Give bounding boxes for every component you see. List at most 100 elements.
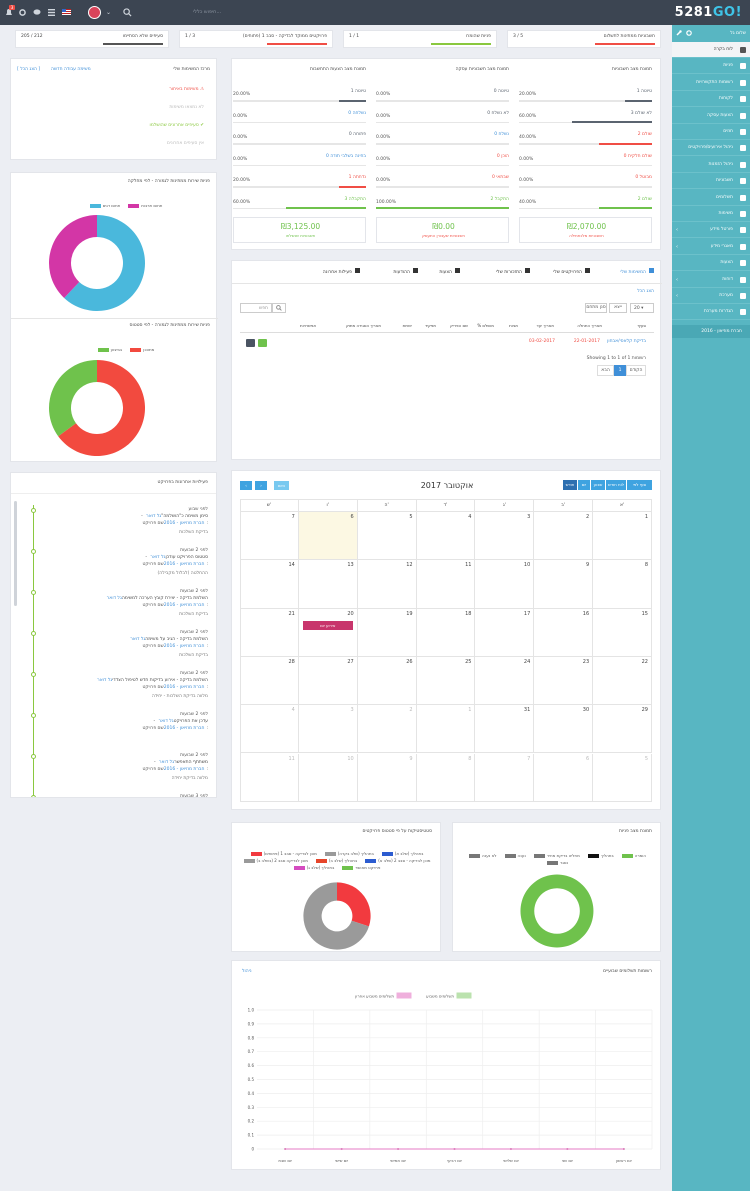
calendar-day[interactable]: 22 xyxy=(593,656,652,706)
data-point[interactable] xyxy=(509,1148,512,1150)
filter-button[interactable]: סנן מתחם xyxy=(585,303,607,313)
task-row[interactable]: לא נמצאו משימות xyxy=(169,105,204,110)
donut-slice[interactable] xyxy=(48,360,97,437)
pagination-prev[interactable]: הקודם xyxy=(626,365,646,376)
chat-icon[interactable] xyxy=(33,9,41,16)
status-label[interactable]: 0 בחינה בשלבי תודה xyxy=(326,153,366,159)
sidebar-item[interactable]: משימות xyxy=(672,206,750,222)
kpi-card[interactable]: פניות שהומרו 1 / 1 xyxy=(343,30,497,48)
calendar-day[interactable]: 26 xyxy=(357,656,417,706)
calendar-day[interactable]: 7 xyxy=(475,753,535,802)
sidebar-item[interactable]: תשלומים xyxy=(672,190,750,206)
calendar-day[interactable]: 5 xyxy=(357,512,417,561)
status-label[interactable]: 2 שולם xyxy=(637,196,652,202)
search-input[interactable]: חיפוש כללי... xyxy=(193,9,222,15)
status-label[interactable]: 0 מבוטל xyxy=(635,175,652,180)
status-label[interactable]: 1 טיוטה xyxy=(350,89,366,94)
activity-project-link[interactable]: חברת מוזיאון - 2016 xyxy=(163,562,205,567)
status-label[interactable]: 0 טיוטה xyxy=(493,89,509,94)
donut-slice[interactable] xyxy=(48,215,97,298)
donut-slice[interactable] xyxy=(303,882,369,950)
table-header-cell[interactable]: תגיות xyxy=(509,323,518,328)
kpi-card[interactable]: סעיפים שלא הסתיימו 205 / 212 xyxy=(15,30,169,48)
task-row[interactable]: משימות באיחור ⚠ xyxy=(169,87,204,92)
calendar-day[interactable]: 28 xyxy=(240,656,299,706)
search-icon[interactable] xyxy=(272,303,286,313)
activity-project-link[interactable]: חברת מוזיאון - 2016 xyxy=(163,603,205,608)
task-row[interactable]: אין סעיפים אחרונים xyxy=(167,141,204,146)
pagination-page[interactable]: 1 xyxy=(614,365,626,376)
donut-slice[interactable] xyxy=(58,360,145,456)
calendar-prev-button[interactable]: ‹ xyxy=(240,481,252,490)
status-label[interactable]: 0 שולם חלקית xyxy=(623,153,652,159)
calendar-day[interactable]: 4 xyxy=(416,512,476,561)
calendar-event[interactable]: אירוע יום xyxy=(302,620,353,630)
table-header-cell[interactable]: ישויות xyxy=(402,323,412,328)
activity-user-link[interactable]: גל דואר xyxy=(146,514,162,519)
sidebar-item[interactable]: ניהול אירועים/פרויקטים xyxy=(672,140,750,157)
chevron-down-icon[interactable]: ⌄ xyxy=(106,9,112,16)
activity-user-link[interactable]: גל דואר xyxy=(159,760,175,765)
gear-icon[interactable] xyxy=(686,30,692,36)
calendar-day[interactable]: 9 xyxy=(357,753,417,802)
task-row[interactable]: סעיפים אחרונים שהושלמו ✔ xyxy=(149,123,204,128)
calendar-view-button[interactable]: יום xyxy=(578,480,590,490)
calendar-day[interactable]: 17 xyxy=(475,608,535,657)
activity-project-link[interactable]: חברת מוזיאון - 2016 xyxy=(163,767,205,772)
table-header-cell[interactable]: תאריך התחלה xyxy=(577,323,602,328)
sidebar-user[interactable]: שלום גל xyxy=(672,25,750,42)
calendar-day[interactable]: 11 xyxy=(416,560,476,609)
donut-slice[interactable] xyxy=(64,215,145,311)
calendar-day[interactable]: 10 xyxy=(298,753,358,802)
calendar-day[interactable]: 10 xyxy=(475,560,535,609)
donut-slice[interactable] xyxy=(337,882,371,927)
sidebar-company[interactable]: חברת מוזיאון - 2016 xyxy=(672,325,750,338)
brand-logo[interactable]: 5281GO! xyxy=(674,5,742,20)
status-label[interactable]: 3 התקבלה xyxy=(344,196,367,202)
menu-icon[interactable] xyxy=(48,9,55,16)
activity-project-link[interactable]: חברת מוזיאון - 2016 xyxy=(163,644,205,649)
calendar-day[interactable]: 3 xyxy=(298,705,358,754)
wrench-icon[interactable] xyxy=(676,30,682,36)
status-label[interactable]: 0 נשלחה xyxy=(348,110,366,116)
data-point[interactable] xyxy=(453,1148,456,1150)
calendar-day[interactable]: 12 xyxy=(357,560,417,609)
sidebar-item[interactable]: פורטל מידע ‹ xyxy=(672,222,750,239)
calendar-view-button[interactable]: שבוע xyxy=(591,480,605,490)
sidebar-item[interactable]: חשבוניות xyxy=(672,173,750,190)
calendar-view-button[interactable]: לוח חודש xyxy=(606,480,626,490)
table-header-cell[interactable]: % מושלם xyxy=(477,323,494,328)
data-point[interactable] xyxy=(397,1148,400,1150)
activity-user-link[interactable]: גל דואר xyxy=(158,719,174,724)
sidebar-item[interactable]: הגדרות מערכת xyxy=(672,304,750,321)
per-page-select[interactable]: 20 ▾ xyxy=(630,303,654,313)
calendar-day[interactable]: 2 xyxy=(534,512,594,561)
table-header-cell[interactable]: תאריך הסגירה מתוק xyxy=(345,323,381,328)
calendar-day[interactable]: 8 xyxy=(593,560,652,609)
activity-user-link[interactable]: גל דואר xyxy=(97,678,113,683)
calendar-day[interactable]: 23 xyxy=(534,656,594,706)
export-button[interactable]: ייצא xyxy=(609,303,627,313)
calendar-day[interactable]: 25 xyxy=(416,656,476,706)
table-header-cell[interactable]: תאריך יעד xyxy=(536,323,554,328)
calendar-day[interactable]: 29 xyxy=(593,705,652,754)
calendar-day[interactable]: 1 xyxy=(416,705,476,754)
status-label[interactable]: 0 שבתאי xyxy=(491,175,509,180)
status-label[interactable]: 0 נשלח xyxy=(494,132,509,137)
table-header-cell[interactable]: אפשרויות xyxy=(300,323,316,328)
calendar-view-button[interactable]: סוף לפי xyxy=(627,480,652,490)
scrollbar[interactable] xyxy=(14,501,17,606)
bell-icon[interactable] xyxy=(5,8,13,17)
calendar-day[interactable]: 19 xyxy=(357,608,417,657)
status-label[interactable]: 2 שולם xyxy=(637,132,652,137)
calendar-day[interactable]: 18 xyxy=(416,608,476,657)
sidebar-item[interactable]: הצעות עסקה xyxy=(672,108,750,124)
calendar-day[interactable]: 31 xyxy=(475,705,535,754)
table-header-cell[interactable]: תפקיד xyxy=(424,323,436,328)
status-label[interactable]: 2 התקבל xyxy=(490,196,509,202)
data-point[interactable] xyxy=(566,1148,569,1150)
project-name-link[interactable]: בדיקת קלאסי/אבחון xyxy=(607,339,646,344)
tab[interactable]: הצעות xyxy=(439,268,460,275)
tab[interactable]: פעילות אחרונה xyxy=(323,268,360,275)
status-label[interactable]: 1 טיוטה xyxy=(636,89,652,94)
